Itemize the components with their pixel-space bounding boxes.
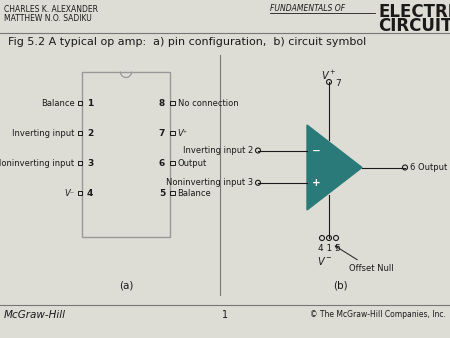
Text: 8: 8 [159, 98, 165, 107]
Text: 7: 7 [335, 78, 341, 88]
Text: Output: Output [177, 159, 207, 168]
Bar [170, 131, 175, 135]
Polygon shape [307, 125, 362, 210]
Text: © The McGraw-Hill Companies, Inc.: © The McGraw-Hill Companies, Inc. [310, 310, 446, 319]
Text: Balance: Balance [41, 98, 75, 107]
Bar [82, 72, 170, 237]
Text: V⁺: V⁺ [177, 128, 188, 138]
Text: Offset Null: Offset Null [335, 246, 394, 273]
Text: 1: 1 [222, 310, 228, 320]
Text: $V^-$: $V^-$ [317, 255, 333, 267]
Text: 1: 1 [87, 98, 93, 107]
Bar [170, 161, 175, 165]
Text: (a): (a) [119, 281, 133, 291]
Bar [77, 101, 82, 105]
Text: CHARLES K. ALEXANDER: CHARLES K. ALEXANDER [4, 5, 98, 14]
Bar [170, 101, 175, 105]
Text: No connection: No connection [177, 98, 238, 107]
Text: 4 1 5: 4 1 5 [318, 244, 341, 253]
Bar [170, 191, 175, 195]
Bar [77, 191, 82, 195]
Text: 2: 2 [87, 128, 93, 138]
Bar [77, 161, 82, 165]
Text: Noninverting input 3: Noninverting input 3 [166, 178, 253, 187]
Text: Inverting input 2: Inverting input 2 [183, 146, 253, 155]
Text: −: − [311, 145, 320, 155]
Text: Noninverting input: Noninverting input [0, 159, 75, 168]
Text: CIRCUITS: CIRCUITS [378, 17, 450, 35]
Text: Balance: Balance [177, 189, 211, 197]
Text: +: + [311, 178, 320, 188]
Text: 4: 4 [87, 189, 94, 197]
Text: 5: 5 [159, 189, 165, 197]
Text: V⁻: V⁻ [64, 189, 75, 197]
Text: 7: 7 [158, 128, 165, 138]
Text: FUNDAMENTALS OF: FUNDAMENTALS OF [270, 4, 345, 13]
Text: Fig 5.2 A typical op amp:  a) pin configuration,  b) circuit symbol: Fig 5.2 A typical op amp: a) pin configu… [8, 37, 366, 47]
Text: 6: 6 [159, 159, 165, 168]
Bar [77, 131, 82, 135]
Text: 6 Output: 6 Output [410, 163, 447, 172]
Text: McGraw-Hill: McGraw-Hill [4, 310, 66, 320]
Text: 3: 3 [87, 159, 93, 168]
Text: Inverting input: Inverting input [12, 128, 75, 138]
Text: ELECTRIC: ELECTRIC [378, 3, 450, 21]
Text: $V^+$: $V^+$ [321, 69, 337, 82]
Text: MATTHEW N.O. SADIKU: MATTHEW N.O. SADIKU [4, 14, 92, 23]
Text: (b): (b) [333, 281, 347, 291]
